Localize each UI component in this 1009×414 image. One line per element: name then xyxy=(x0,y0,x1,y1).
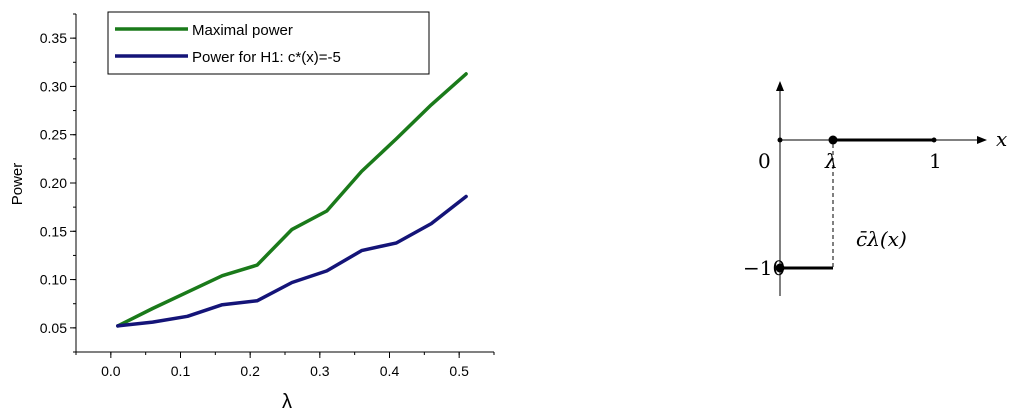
y-ticks: 0.05 0.10 0.15 0.20 0.25 0.30 0.35 xyxy=(40,13,76,353)
legend: Maximal power Power for H1: c*(x)=-5 xyxy=(107,11,430,75)
x-ticks: 0.0 0.1 0.2 0.3 0.4 0.5 xyxy=(75,352,495,379)
diagram-one-label: 1 xyxy=(929,149,942,173)
origin-dot xyxy=(777,137,783,143)
x-tick-label: 0.3 xyxy=(310,363,330,379)
series-lines xyxy=(116,72,468,328)
x-tick-label: 0.0 xyxy=(101,363,121,379)
x-tick-label: 0.1 xyxy=(171,363,191,379)
y-tick-label: 0.35 xyxy=(40,30,67,46)
x-tick-label: 0.4 xyxy=(380,363,400,379)
diagram-origin-label: 0 xyxy=(758,149,771,173)
series-line-maximal-power xyxy=(116,72,468,328)
y-tick-label: 0.15 xyxy=(40,223,67,239)
legend-box xyxy=(107,11,430,75)
series-line-power-h1 xyxy=(116,194,468,328)
lambda-dot xyxy=(828,135,838,145)
diagram-lambda-label: λ xyxy=(824,149,838,173)
diagram-x-label: x xyxy=(996,127,1007,151)
y-tick-label: 0.25 xyxy=(40,127,67,143)
x-tick-label: 0.2 xyxy=(240,363,260,379)
legend-label-power-h1: Power for H1: c*(x)=-5 xyxy=(192,49,341,66)
y-tick-label: 0.20 xyxy=(40,175,67,191)
legend-label-maximal-power: Maximal power xyxy=(192,22,293,39)
y-tick-label: 0.05 xyxy=(40,320,67,336)
one-dot xyxy=(931,137,937,143)
x-tick-label: 0.5 xyxy=(449,363,469,379)
diagram-function-label: c̄λ(x) xyxy=(856,227,907,251)
y-tick-label: 0.30 xyxy=(40,78,67,94)
minus-ten-dot xyxy=(775,263,785,273)
y-axis-title: Power xyxy=(9,163,26,206)
x-axis-title: λ xyxy=(282,391,292,413)
y-tick-label: 0.10 xyxy=(40,272,67,288)
diagram-minus-ten-label: −10 xyxy=(743,256,785,280)
